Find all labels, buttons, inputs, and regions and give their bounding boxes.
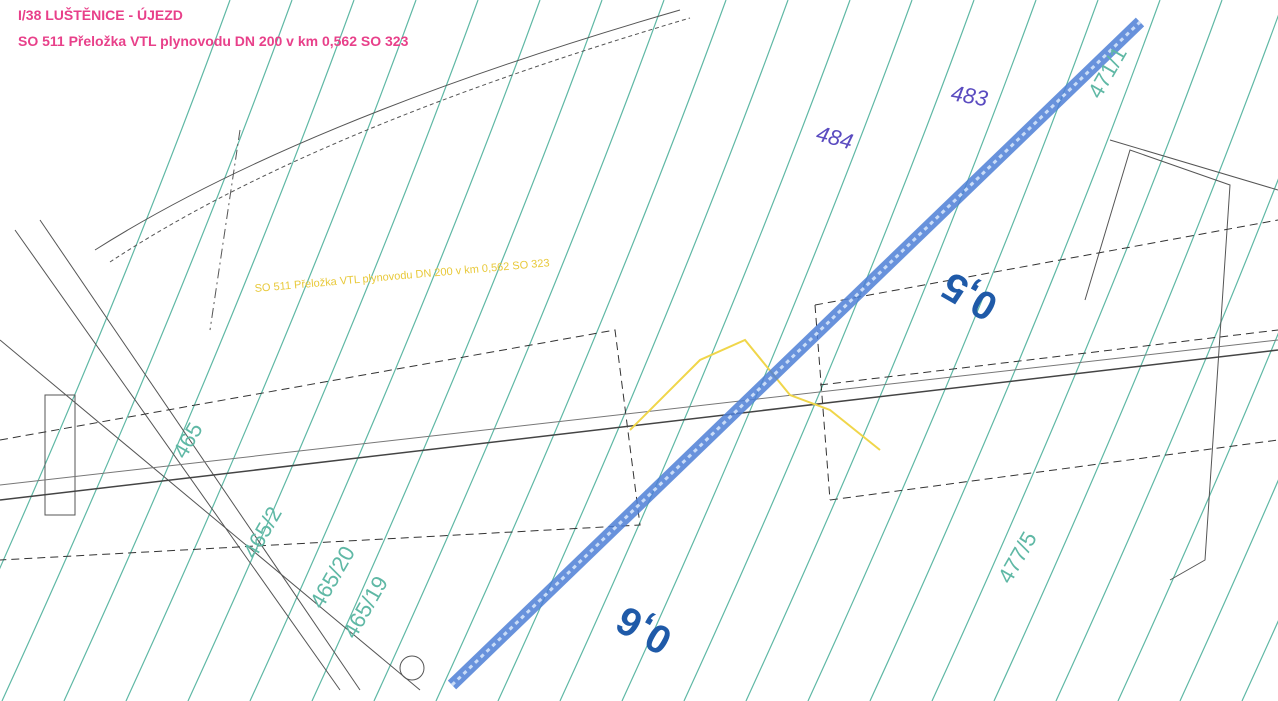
chainage: 0,6 (609, 597, 679, 663)
contour-line (1117, 332, 1278, 701)
contour-line (559, 0, 851, 701)
parcel-label: 465/19 (338, 572, 393, 643)
pipeline (447, 17, 1145, 690)
contour-line (311, 0, 603, 701)
parcel-boundary (1084, 139, 1278, 581)
road (14, 229, 341, 691)
handwritten-label: 484 (814, 121, 856, 155)
corridor (0, 329, 641, 561)
contour-line (0, 0, 231, 570)
road (39, 219, 361, 691)
contour-line (373, 0, 665, 701)
symbol (399, 655, 425, 681)
road (94, 9, 681, 251)
contour-line (435, 0, 727, 701)
road (0, 339, 421, 691)
contour-line (931, 0, 1223, 701)
parcel-label: 465 (168, 418, 208, 462)
contour-line (249, 0, 541, 701)
title: I/38 LUŠTĚNICE - ÚJEZD (18, 6, 183, 23)
subtitle: SO 511 Přeložka VTL plynovodu DN 200 v k… (18, 33, 409, 49)
road (109, 17, 691, 263)
handwritten-label: 483 (949, 80, 990, 111)
contour-line (1179, 479, 1278, 701)
parcel-label: 465/2 (238, 502, 287, 562)
contour-line (1055, 178, 1278, 701)
gas-line (629, 338, 881, 451)
contour-line (621, 0, 913, 701)
contour-line (993, 14, 1278, 701)
annotation: SO 511 Přeložka VTL plynovodu DN 200 v k… (254, 257, 550, 295)
contour-line (1, 0, 293, 701)
chainage: 0,5 (935, 263, 1005, 329)
boundary (209, 129, 241, 331)
parcel-label: 465/20 (305, 542, 360, 613)
parcel-label: 477/5 (993, 527, 1042, 587)
contour-line (683, 0, 975, 701)
contour-line (869, 0, 1161, 701)
road-axis (0, 349, 1278, 501)
corridor (814, 219, 1278, 501)
contour-line (63, 0, 355, 701)
contour-line (187, 0, 479, 701)
contour-line (125, 0, 417, 701)
building (44, 394, 76, 516)
contour-line (745, 0, 1037, 701)
road-edge (0, 339, 1278, 486)
